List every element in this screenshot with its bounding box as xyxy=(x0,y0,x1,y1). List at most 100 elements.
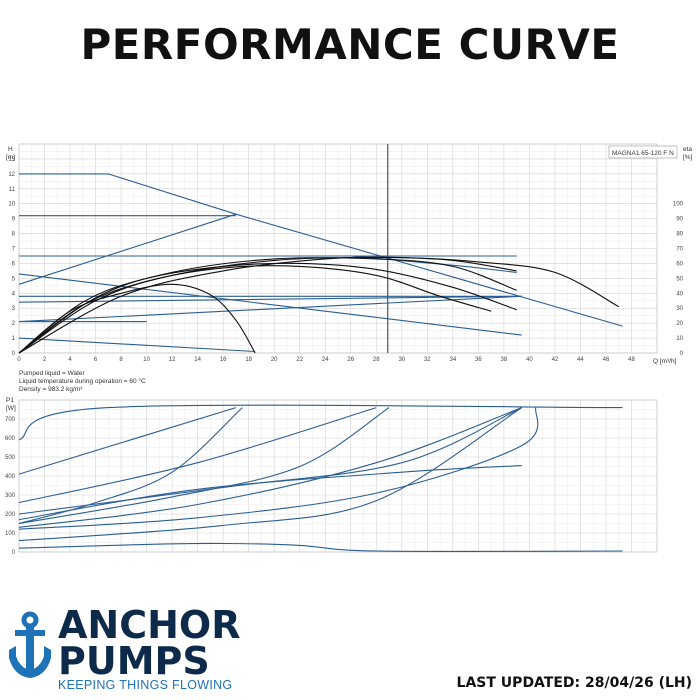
efficiency-curve-1 xyxy=(18,256,517,354)
eta-tick-label: 70 xyxy=(676,247,683,253)
power-tick-label: 200 xyxy=(5,512,16,518)
head-tick-label: 1 xyxy=(12,336,16,342)
fluid-info-temperature: Liquid temperature during operation = 60… xyxy=(19,377,146,385)
power-curve-6 xyxy=(18,407,522,515)
x-tick-label: 26 xyxy=(347,357,354,363)
eta-axis-label: eta xyxy=(683,146,692,153)
eta-tick-label: 10 xyxy=(676,336,683,342)
x-tick-label: 40 xyxy=(526,357,533,363)
power-tick-label: 400 xyxy=(5,474,16,480)
x-tick-label: 16 xyxy=(220,357,227,363)
power-tick-label: 100 xyxy=(5,531,16,537)
power-tick-label: 600 xyxy=(5,436,16,442)
power-tick-label: 700 xyxy=(5,417,16,423)
x-tick-label: 20 xyxy=(271,357,278,363)
head-curve-5 xyxy=(18,273,522,336)
x-tick-label: 6 xyxy=(94,357,98,363)
x-tick-label: 4 xyxy=(68,357,72,363)
head-curve-8 xyxy=(18,295,522,323)
x-tick-label: 30 xyxy=(398,357,405,363)
x-tick-label: 24 xyxy=(322,357,329,363)
x-tick-label: 28 xyxy=(373,357,380,363)
power-curve-9 xyxy=(18,465,522,521)
x-tick-label: 38 xyxy=(501,357,508,363)
power-curve-8 xyxy=(18,407,522,542)
power-chart-grid xyxy=(18,399,658,553)
x-tick-label: 12 xyxy=(169,357,176,363)
eta-tick-label: 40 xyxy=(676,291,683,297)
head-tick-label: 6 xyxy=(12,261,16,267)
head-tick-label: 13 xyxy=(8,157,15,163)
x-tick-label: 34 xyxy=(449,357,456,363)
power-curve-10 xyxy=(18,542,623,552)
eta-tick-label: 80 xyxy=(676,232,683,238)
power-curve-0 xyxy=(18,404,623,441)
eta-tick-label: 100 xyxy=(673,202,684,208)
x-tick-label: 48 xyxy=(628,357,635,363)
brand-tagline: KEEPING THINGS FLOWING xyxy=(58,678,233,692)
last-updated-text: LAST UPDATED: 28/04/26 (LH) xyxy=(456,675,692,691)
head-curve-10 xyxy=(18,337,256,353)
power-curve-7 xyxy=(18,407,539,530)
page-title: PERFORMANCE CURVE xyxy=(80,20,620,69)
x-tick-label: 18 xyxy=(245,357,252,363)
model-label: MAGNA1 65-120 F N xyxy=(612,150,674,157)
head-curve-7 xyxy=(18,295,522,303)
head-tick-label: 0 xyxy=(12,351,16,357)
x-tick-label: 2 xyxy=(43,357,47,363)
x-tick-label: 10 xyxy=(143,357,150,363)
anchor-icon xyxy=(9,611,51,678)
eta-tick-label: 30 xyxy=(676,306,683,312)
power-axis-label: P1 xyxy=(6,397,14,404)
power-tick-label: 0 xyxy=(12,550,16,556)
efficiency-curve-3 xyxy=(18,262,517,354)
head-curves xyxy=(18,173,623,353)
x-tick-label: 44 xyxy=(577,357,584,363)
eta-tick-label: 90 xyxy=(676,217,683,223)
power-curve-3 xyxy=(18,407,377,504)
anchor-pumps-logo: ANCHOR PUMPS KEEPING THINGS FLOWING xyxy=(6,604,256,694)
x-tick-label: 36 xyxy=(475,357,482,363)
axis-labels: 0 2 4 6 8 10 12 14 16 18 20 22 24 26 28 30 32 34 36 38 40 42 4… xyxy=(5,157,684,556)
head-tick-label: 11 xyxy=(9,187,16,193)
x-tick-label: 46 xyxy=(603,357,610,363)
power-curves xyxy=(18,404,623,552)
efficiency-curve-2 xyxy=(18,257,517,354)
x-tick-label: 42 xyxy=(552,357,559,363)
power-axis-unit: [W] xyxy=(6,405,16,412)
efficiency-curve-5 xyxy=(18,283,256,354)
head-tick-label: 5 xyxy=(12,276,16,282)
head-axis-label: H xyxy=(8,146,13,153)
model-label-box xyxy=(608,145,678,159)
performance-chart: 0 2 4 6 8 10 12 14 16 18 20 22 24 26 28 30 32 34 36 38 40 42 4… xyxy=(5,143,693,556)
flow-axis-label: Q [m³/h] xyxy=(653,358,677,365)
eta-tick-label: 0 xyxy=(680,351,684,357)
brand-name-line1: ANCHOR xyxy=(58,603,241,647)
eta-axis-unit: [%] xyxy=(683,154,693,161)
efficiency-curve-0 xyxy=(18,256,619,354)
fluid-info-liquid: Pumped liquid = Water xyxy=(19,370,86,377)
head-tick-label: 7 xyxy=(12,247,16,253)
head-tick-label: 8 xyxy=(12,232,16,238)
head-tick-label: 10 xyxy=(8,202,15,208)
power-tick-label: 300 xyxy=(5,493,16,499)
power-curve-4 xyxy=(18,407,390,525)
head-tick-label: 12 xyxy=(8,172,15,178)
efficiency-curves xyxy=(18,256,619,354)
head-curve-2 xyxy=(18,213,237,285)
x-tick-label: 14 xyxy=(194,357,201,363)
power-curve-5 xyxy=(18,407,522,528)
head-curve-0 xyxy=(19,173,623,327)
brand-name-line2: PUMPS xyxy=(58,639,210,683)
fluid-info-density: Density = 983.2 kg/m³ xyxy=(19,386,83,393)
eta-tick-label: 60 xyxy=(676,261,683,267)
x-tick-label: 8 xyxy=(119,357,123,363)
power-curve-1 xyxy=(18,407,237,475)
head-tick-label: 2 xyxy=(12,321,16,327)
power-tick-label: 500 xyxy=(5,455,16,461)
eta-tick-label: 20 xyxy=(676,321,683,327)
head-axis-unit: [m] xyxy=(6,154,15,161)
head-tick-label: 4 xyxy=(12,291,16,297)
x-tick-label: 22 xyxy=(296,357,303,363)
x-tick-label: 32 xyxy=(424,357,431,363)
